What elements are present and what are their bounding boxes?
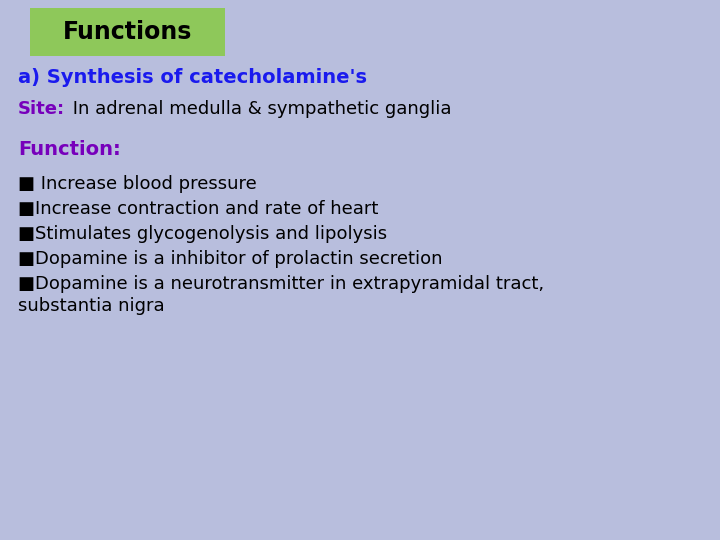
Text: ■ Increase blood pressure: ■ Increase blood pressure xyxy=(18,175,257,193)
Text: ■Increase contraction and rate of heart: ■Increase contraction and rate of heart xyxy=(18,200,379,218)
FancyBboxPatch shape xyxy=(30,8,225,56)
Text: ■Stimulates glycogenolysis and lipolysis: ■Stimulates glycogenolysis and lipolysis xyxy=(18,225,387,243)
Text: ■Dopamine is a inhibitor of prolactin secretion: ■Dopamine is a inhibitor of prolactin se… xyxy=(18,250,443,268)
Text: In adrenal medulla & sympathetic ganglia: In adrenal medulla & sympathetic ganglia xyxy=(67,100,451,118)
Text: Function:: Function: xyxy=(18,140,121,159)
Text: a) Synthesis of catecholamine's: a) Synthesis of catecholamine's xyxy=(18,68,367,87)
Text: Functions: Functions xyxy=(63,20,192,44)
Text: ■Dopamine is a neurotransmitter in extrapyramidal tract,
substantia nigra: ■Dopamine is a neurotransmitter in extra… xyxy=(18,275,544,315)
Text: Site:: Site: xyxy=(18,100,65,118)
